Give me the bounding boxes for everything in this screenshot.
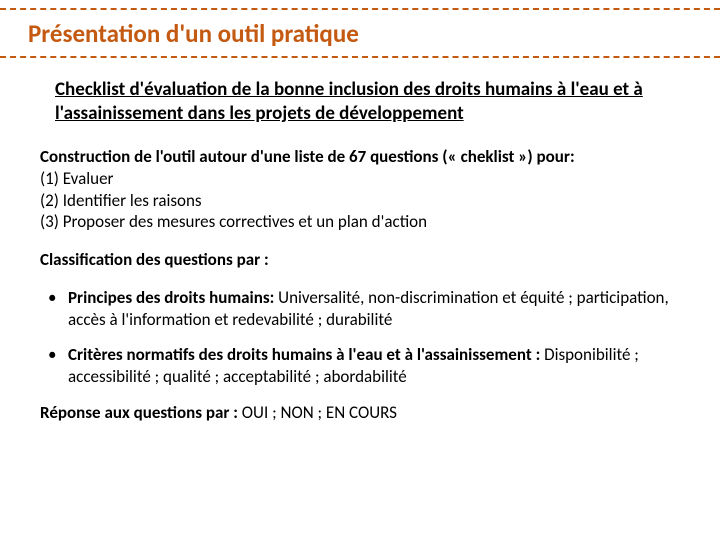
classification-heading: Classification des questions par : <box>40 249 680 271</box>
intro-item-3: (3) Proposer des mesures correctives et … <box>40 211 427 232</box>
divider-top-2 <box>0 56 720 58</box>
slide: Présentation d'un outil pratique Checkli… <box>0 0 720 540</box>
bullet-strong: Principes des droits humains: <box>68 287 274 308</box>
answers-value: OUI ; NON ; EN COURS <box>238 402 397 423</box>
bullet-list: Principes des droits humains: Universali… <box>40 287 680 388</box>
list-item: Principes des droits humains: Universali… <box>40 287 680 331</box>
list-item: Critères normatifs des droits humains à … <box>40 344 680 388</box>
divider-top-1 <box>0 8 720 10</box>
answers-label: Réponse aux questions par : <box>40 402 238 423</box>
intro-block: Construction de l'outil autour d'une lis… <box>40 146 680 233</box>
slide-subtitle: Checklist d'évaluation de la bonne inclu… <box>55 78 680 126</box>
slide-title: Présentation d'un outil pratique <box>28 18 359 49</box>
answers-line: Réponse aux questions par : OUI ; NON ; … <box>40 402 680 424</box>
bullet-strong: Critères normatifs des droits humains à … <box>68 344 540 365</box>
slide-body: Construction de l'outil autour d'une lis… <box>40 146 680 440</box>
intro-item-1: (1) Evaluer <box>40 168 113 189</box>
intro-lead: Construction de l'outil autour d'une lis… <box>40 146 575 167</box>
intro-item-2: (2) Identifier les raisons <box>40 190 202 211</box>
